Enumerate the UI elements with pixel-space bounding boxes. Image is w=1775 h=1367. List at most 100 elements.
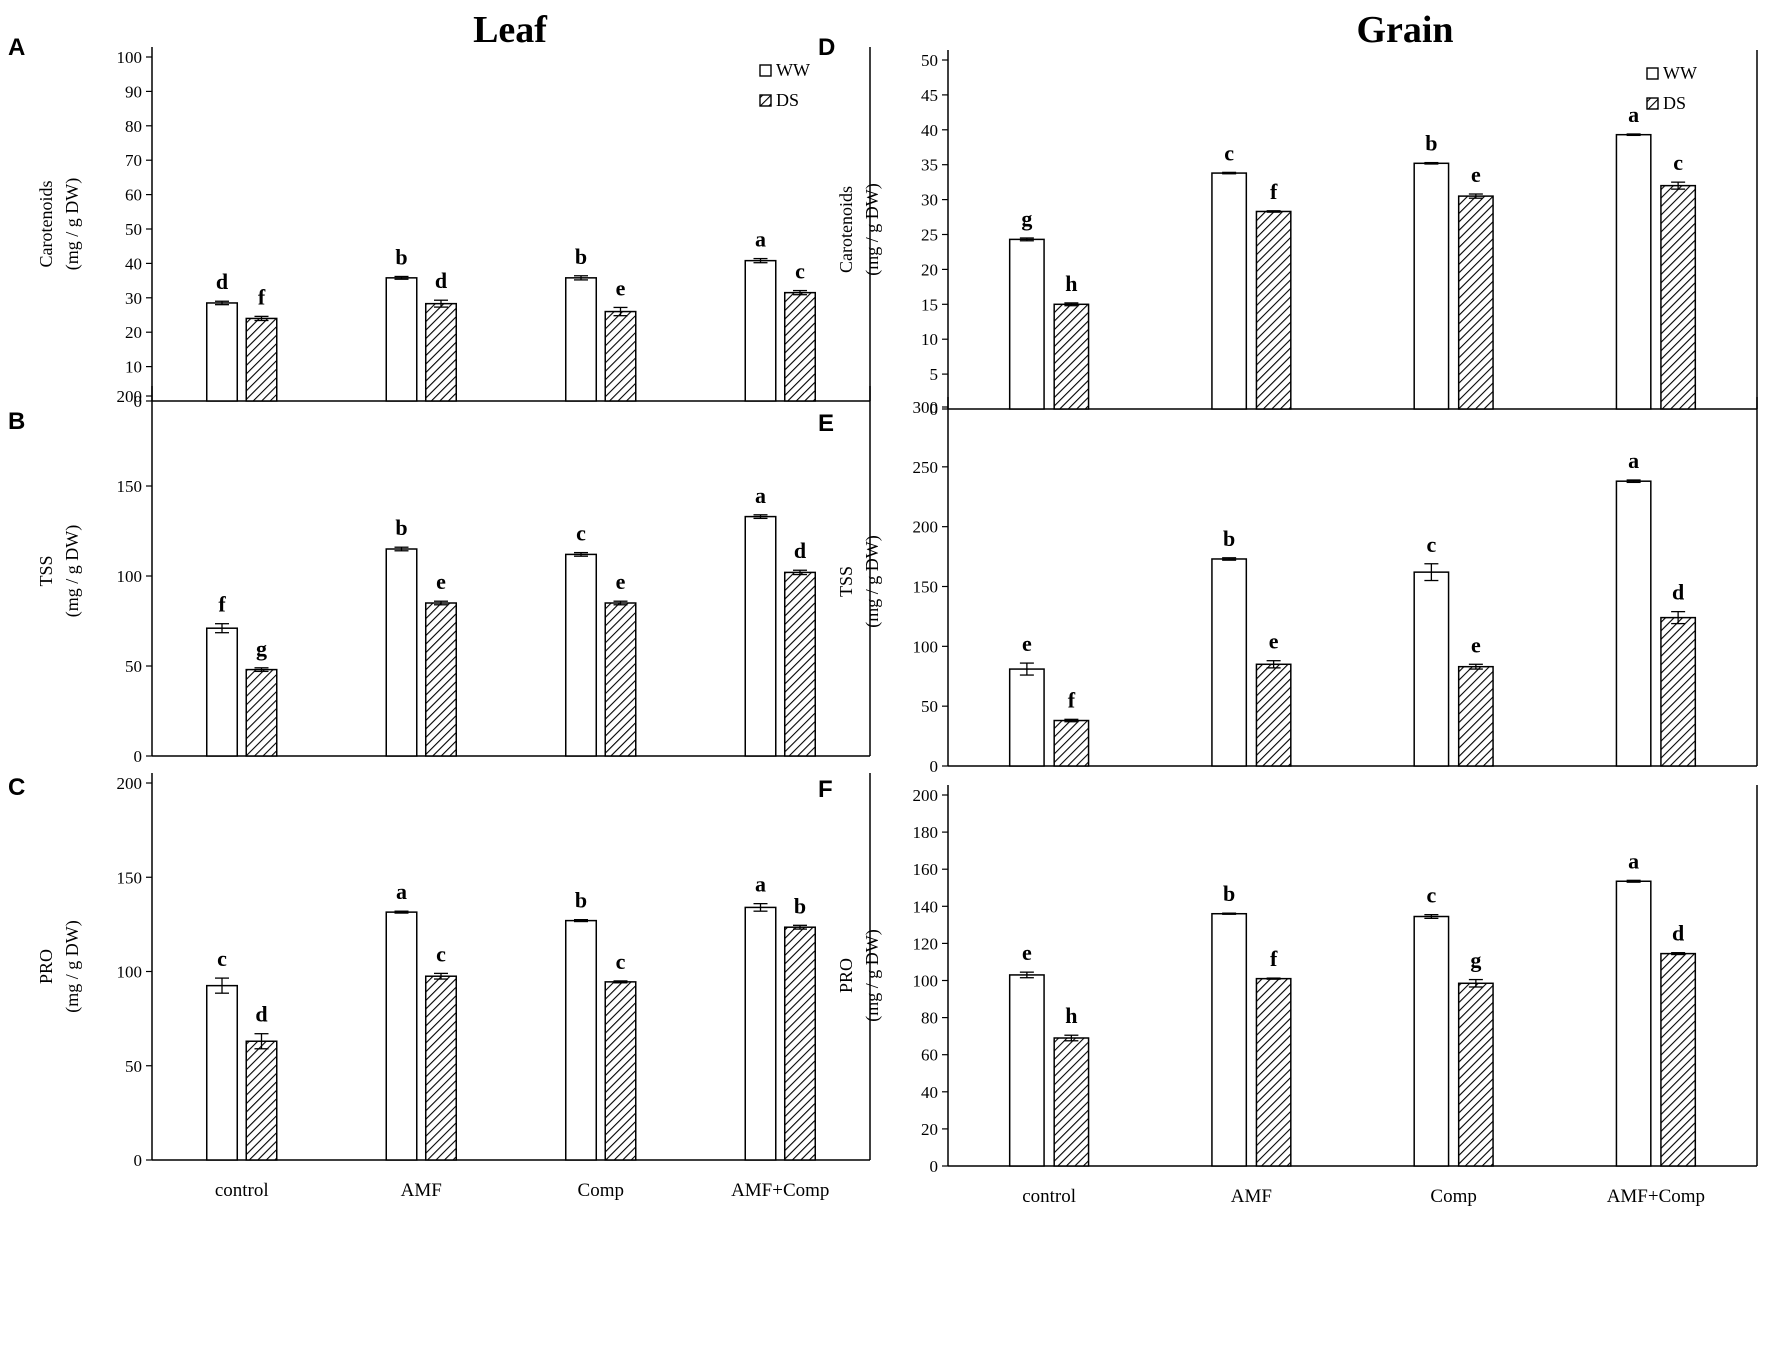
panel-c: C 0 50 100 150 200 PRO (mg / g DW) c d control a c AM…	[8, 773, 871, 1201]
significance-letter: c	[1224, 140, 1234, 165]
ww-bar	[1008, 974, 1045, 1167]
y-tick-label: 60	[921, 1046, 938, 1065]
y-tick-label: 70	[125, 151, 142, 170]
y-tick-label: 10	[921, 330, 938, 349]
y-tick-label: 20	[921, 1120, 938, 1139]
significance-letter: d	[216, 269, 228, 294]
ww-bar	[1211, 912, 1248, 1167]
significance-letter: a	[1628, 448, 1639, 473]
ds-bar	[1053, 1037, 1090, 1167]
panel-b: B 0 50 100 150 200 TSS (mg / g DW) f g b e c e a d	[8, 386, 871, 766]
y-tick-label: 40	[125, 254, 142, 273]
ww-bar	[385, 911, 418, 1161]
y-tick-label: 0	[134, 747, 143, 766]
y-tick-label: 50	[921, 697, 938, 716]
significance-letter: c	[217, 946, 227, 971]
ww-bar	[1008, 668, 1045, 767]
ds-bar	[604, 981, 637, 1161]
legend-ww-swatch	[759, 64, 772, 77]
x-category-label: AMF+Comp	[731, 1180, 829, 1201]
y-tick-label: 35	[921, 156, 938, 175]
significance-letter: a	[755, 872, 766, 897]
legend: WW DS	[759, 60, 810, 110]
y-tick-label: 200	[913, 786, 939, 805]
ww-bar	[1615, 480, 1652, 767]
y-tick-label: 200	[117, 387, 143, 406]
y-tick-label: 100	[117, 567, 143, 586]
y-tick-label: 200	[913, 518, 939, 537]
panel-d: D 0 5 10 15 20 25 30 35 40 45 50 Carotenoids (mg / g …	[818, 34, 1758, 419]
ww-bar	[744, 515, 777, 757]
significance-letter: c	[795, 259, 805, 284]
legend-ds-swatch	[759, 94, 772, 107]
y-axis-unit-label: (mg / g DW)	[62, 920, 83, 1012]
legend-ww-swatch	[1646, 67, 1659, 80]
y-tick-label: 60	[125, 186, 142, 205]
significance-letter: d	[255, 1002, 267, 1027]
y-tick-label: 20	[921, 260, 938, 279]
y-tick-label: 150	[913, 578, 939, 597]
ds-bar	[1255, 663, 1292, 767]
significance-letter: f	[218, 592, 226, 617]
significance-letter: c	[576, 521, 586, 546]
y-axis-label: Carotenoids	[836, 186, 856, 273]
y-tick-label: 80	[921, 1009, 938, 1028]
ds-bar	[424, 975, 458, 1161]
ds-bar	[1255, 977, 1292, 1167]
significance-letter: e	[1471, 632, 1481, 657]
y-axis-unit-label: (mg / g DW)	[62, 525, 83, 617]
ds-bar	[604, 310, 637, 402]
ww-bar	[744, 259, 777, 402]
significance-letter: b	[395, 515, 407, 540]
y-tick-label: 160	[913, 860, 939, 879]
ds-bar	[783, 926, 817, 1161]
y-tick-label: 80	[125, 117, 142, 136]
ds-bar	[604, 602, 637, 757]
y-tick-label: 0	[930, 1157, 939, 1176]
ds-bar	[1660, 184, 1697, 410]
y-tick-label: 45	[921, 86, 938, 105]
y-tick-label: 20	[125, 323, 142, 342]
significance-letter: h	[1065, 271, 1077, 296]
panel-letter: D	[818, 34, 835, 61]
significance-letter: e	[1471, 162, 1481, 187]
x-category-label: Comp	[1430, 1186, 1476, 1207]
y-tick-label: 5	[930, 365, 939, 384]
ww-bar	[205, 984, 239, 1161]
significance-letter: f	[1270, 946, 1278, 971]
y-tick-label: 40	[921, 121, 938, 140]
y-tick-label: 180	[913, 823, 939, 842]
y-tick-label: 100	[913, 972, 939, 991]
ww-bar	[1413, 571, 1450, 767]
y-axis-unit-label: (mg / g DW)	[862, 183, 883, 275]
ww-bar	[1413, 162, 1450, 410]
y-tick-label: 25	[921, 226, 938, 245]
ds-bar	[1457, 195, 1494, 410]
y-tick-label: 0	[134, 392, 143, 411]
significance-letter: c	[1426, 532, 1436, 557]
significance-letter: b	[575, 244, 587, 269]
significance-letter: a	[1628, 848, 1639, 873]
y-axis-label: Carotenoids	[36, 181, 56, 268]
ww-bar	[1615, 133, 1652, 410]
x-category-label: AMF+Comp	[1607, 1186, 1705, 1207]
ds-bar	[1457, 982, 1494, 1167]
ds-bar	[783, 571, 817, 757]
ds-bar	[424, 302, 458, 402]
legend-ds-label: DS	[1663, 93, 1686, 113]
y-tick-label: 40	[921, 1083, 938, 1102]
y-tick-label: 100	[913, 637, 939, 656]
y-axis-unit-label: (mg / g DW)	[862, 535, 883, 627]
ds-bar	[245, 1040, 278, 1161]
significance-letter: c	[436, 941, 446, 966]
significance-letter: a	[1628, 102, 1639, 127]
significance-letter: h	[1065, 1003, 1077, 1028]
ww-bar	[1413, 915, 1450, 1167]
y-axis-unit-label: (mg / g DW)	[62, 178, 83, 270]
significance-letter: b	[794, 893, 806, 918]
significance-letter: a	[755, 227, 766, 252]
significance-letter: b	[1223, 881, 1235, 906]
y-axis-label: TSS	[836, 566, 856, 597]
